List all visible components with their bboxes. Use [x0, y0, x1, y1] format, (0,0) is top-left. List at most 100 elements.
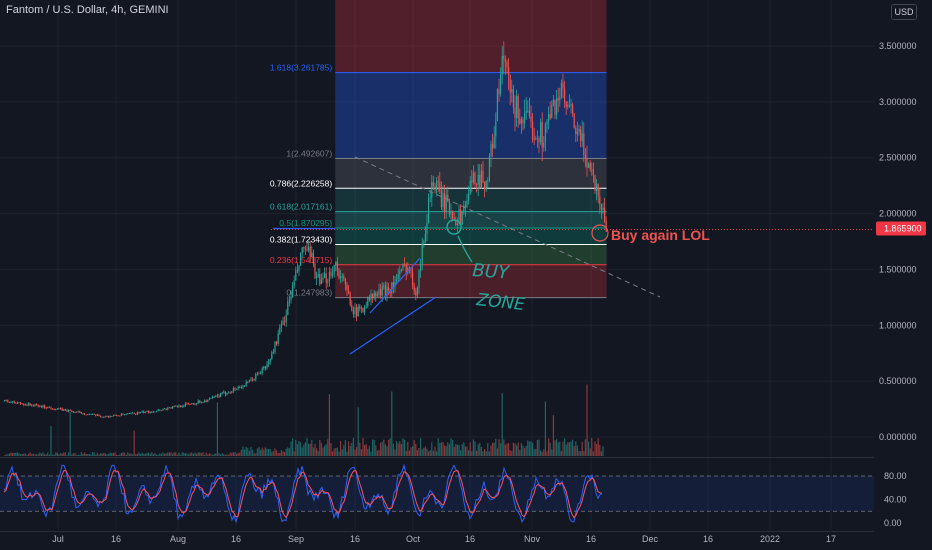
candle-body: [112, 415, 114, 417]
volume-bar: [536, 439, 538, 456]
volume-bar: [223, 453, 225, 456]
candle-body: [370, 293, 372, 301]
volume-bar: [386, 446, 388, 456]
candle-body: [204, 400, 206, 403]
volume-bar: [232, 452, 234, 456]
candle-body: [68, 410, 70, 412]
volume-bar: [74, 452, 76, 456]
candle-body: [415, 291, 417, 296]
volume-bar: [236, 453, 238, 456]
x-tick-label: Nov: [524, 534, 541, 544]
candle-body: [77, 411, 79, 413]
volume-bar: [122, 452, 124, 456]
candle-body: [516, 95, 518, 118]
candle-body: [312, 252, 314, 264]
candle-body: [600, 204, 602, 210]
stoch-rsi-pane: [0, 463, 874, 524]
volume-bar: [240, 449, 242, 456]
candle-body: [567, 104, 569, 107]
volume-bar: [492, 442, 494, 456]
volume-bar: [7, 454, 9, 456]
candle-body: [295, 270, 297, 281]
volume-bar: [564, 438, 566, 456]
volume-bar: [277, 453, 279, 456]
x-tick-label: 16: [465, 534, 475, 544]
volume-bar: [280, 449, 282, 456]
candle-body: [500, 74, 502, 94]
candle-body: [231, 391, 233, 393]
candle-body: [338, 270, 340, 279]
volume-bar: [520, 443, 522, 456]
handwritten-arrow: [457, 235, 473, 263]
currency-button[interactable]: USD: [891, 4, 917, 20]
volume-bar: [480, 447, 482, 456]
volume-bar: [392, 443, 394, 456]
volume-bar: [418, 447, 420, 456]
candle-body: [341, 276, 343, 278]
volume-bar: [224, 454, 226, 456]
candle-body: [551, 104, 553, 118]
candle-body: [15, 402, 17, 404]
volume-bar: [517, 442, 519, 456]
volume-bar: [290, 441, 292, 456]
candle-body: [444, 193, 446, 213]
volume-bar: [461, 443, 463, 456]
fib-level-label: 1.618(3.261785): [270, 63, 333, 73]
volume-bar: [573, 446, 575, 456]
volume-bar: [13, 453, 15, 456]
volume-bar: [29, 452, 31, 456]
candle-body: [594, 175, 596, 192]
candle-body: [482, 170, 484, 183]
volume-bar: [554, 440, 556, 456]
volume-bar: [149, 453, 151, 456]
candle-body: [55, 409, 57, 410]
x-tick-label: 17: [826, 534, 836, 544]
volume-bar: [293, 451, 295, 456]
volume-bar: [306, 438, 308, 456]
volume-bar: [338, 451, 340, 456]
candle-body: [535, 138, 537, 140]
candle-body: [124, 414, 126, 416]
candle-body: [28, 403, 30, 406]
candle-body: [172, 406, 174, 409]
volume-bar: [154, 452, 156, 456]
volume-bar: [450, 438, 452, 456]
candle-body: [527, 110, 529, 112]
volume-bar: [490, 445, 492, 456]
candle-body: [304, 247, 306, 250]
volume-bar: [276, 450, 278, 456]
volume-bar: [21, 454, 23, 456]
last-price-tag: [876, 221, 926, 236]
candle-body: [117, 415, 119, 417]
volume-bar: [370, 451, 372, 456]
candle-body: [279, 327, 281, 334]
candle-body: [272, 351, 274, 353]
volume-bar: [106, 454, 108, 456]
volume-bar: [485, 451, 487, 456]
candle-body: [362, 308, 364, 313]
volume-bar: [268, 449, 270, 456]
volume-bar: [34, 454, 36, 456]
candle-body: [183, 406, 185, 407]
volume-bar: [119, 454, 121, 456]
candle-body: [365, 306, 367, 308]
candle-body: [245, 381, 247, 386]
volume-bar: [572, 439, 574, 456]
candle-body: [255, 374, 257, 380]
candle-body: [48, 406, 50, 408]
volume-bar: [64, 452, 66, 456]
volume-bar: [602, 446, 604, 456]
candle-body: [597, 183, 599, 197]
candle-body: [602, 207, 604, 210]
volume-bar: [436, 451, 438, 456]
candle-body: [164, 408, 166, 410]
volume-bar: [444, 445, 446, 456]
volume-bar: [357, 407, 359, 456]
volume-bar: [253, 453, 255, 456]
candle-body: [268, 361, 270, 364]
volume-bar: [514, 443, 516, 456]
volume-bar: [359, 442, 361, 456]
volume-bar: [298, 440, 300, 456]
volume-bar: [269, 449, 271, 456]
